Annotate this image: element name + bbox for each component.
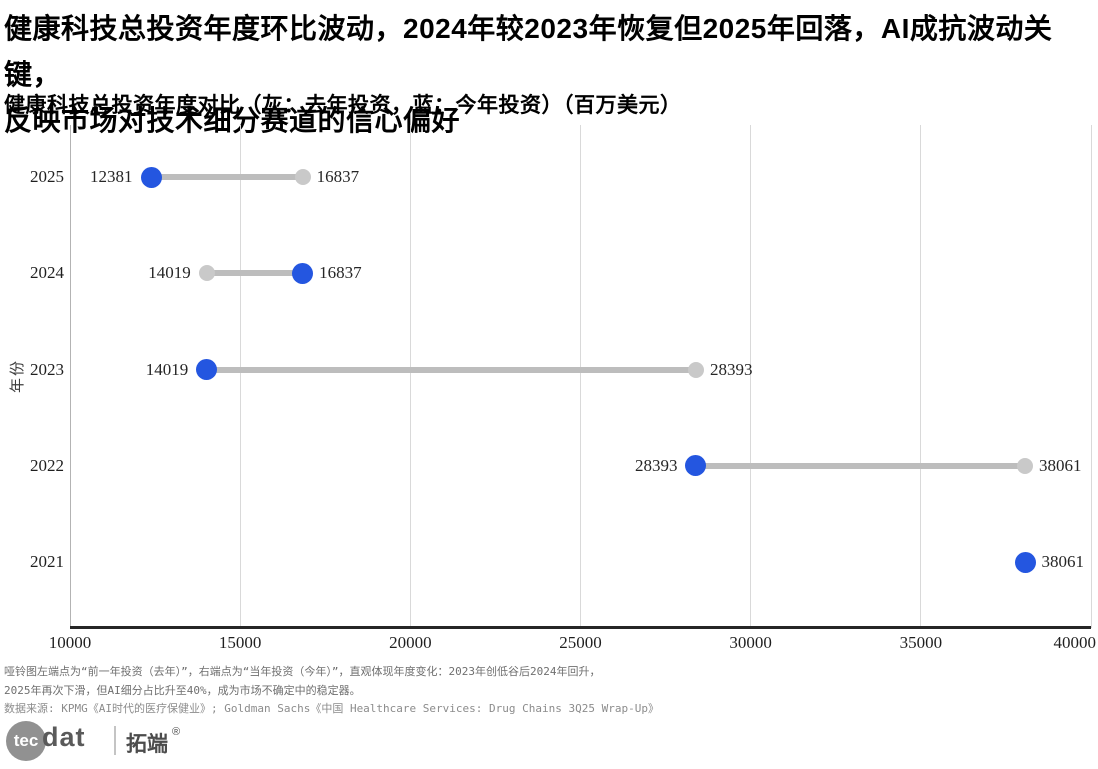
logo-divider bbox=[114, 726, 116, 755]
footnote-line-1: 哑铃图左端点为“前一年投资（去年）”，右端点为“当年投资（今年）”，直观体现年度… bbox=[4, 665, 601, 678]
x-tick-label: 30000 bbox=[729, 633, 772, 652]
dumbbell-connector bbox=[206, 366, 696, 373]
dot-this-year bbox=[292, 262, 314, 284]
dot-this-year bbox=[1014, 551, 1036, 573]
value-label: 16837 bbox=[316, 167, 360, 186]
x-tick-label: 20000 bbox=[389, 633, 432, 652]
data-source-line: 数据来源: KPMG《AI时代的医疗保健业》; Goldman Sachs《中国… bbox=[4, 702, 659, 715]
chart-title-line-1: 健康科技总投资年度环比波动，2024年较2023年恢复但2025年回落，AI成抗… bbox=[4, 13, 1053, 90]
x-tick-label: 15000 bbox=[218, 633, 262, 652]
dumbbell-connector bbox=[695, 462, 1025, 469]
dot-last-year bbox=[294, 169, 311, 185]
dot-last-year bbox=[198, 265, 215, 282]
gridline bbox=[750, 125, 752, 628]
tecdat-logo: tec dat 拓端 ® bbox=[6, 719, 206, 765]
logo-text-tec: tec bbox=[13, 731, 39, 750]
dot-this-year bbox=[140, 166, 162, 188]
gridline bbox=[580, 125, 581, 628]
y-tick-label: 2024 bbox=[30, 263, 64, 283]
x-axis-tick-labels: 10000 15000 20000 25000 30000 35000 40000 bbox=[49, 633, 1096, 659]
footnote-line-2: 2025年再次下滑，但AI细分占比升至40%，成为市场不确定中的稳定器。 bbox=[4, 683, 361, 697]
x-tick-label: 35000 bbox=[899, 633, 943, 652]
gridline bbox=[409, 125, 411, 628]
logo-text-dat: dat bbox=[42, 722, 86, 752]
logo-text-cn: 拓端 bbox=[126, 733, 168, 756]
value-label: 16837 bbox=[319, 263, 362, 283]
y-axis-spine bbox=[69, 125, 71, 628]
value-label: 14019 bbox=[148, 263, 191, 283]
logo-circle-icon bbox=[6, 721, 46, 761]
x-tick-label: 25000 bbox=[559, 633, 602, 652]
value-label: 12381 bbox=[90, 167, 133, 186]
value-label: 38061 bbox=[1041, 552, 1085, 571]
footnotes: 哑铃图左端点为“前一年投资（去年）”，右端点为“当年投资（今年）”，直观体现年度… bbox=[4, 663, 659, 719]
dumbbell-connector bbox=[151, 174, 303, 180]
dot-last-year bbox=[687, 361, 704, 378]
value-label: 28393 bbox=[709, 359, 753, 379]
y-tick-label: 2025 bbox=[30, 167, 64, 186]
chart-title: 健康科技总投资年度环比波动，2024年较2023年恢复但2025年回落，AI成抗… bbox=[4, 6, 1096, 144]
gridline bbox=[239, 125, 241, 628]
value-label: 14019 bbox=[145, 359, 189, 379]
registered-trademark-icon: ® bbox=[172, 726, 181, 738]
y-tick-label: 2021 bbox=[30, 552, 64, 571]
gridline bbox=[1090, 125, 1092, 628]
dot-this-year bbox=[196, 359, 218, 380]
chart-subtitle: 健康科技总投资年度对比（灰：去年投资，蓝：今年投资）（百万美元） bbox=[4, 94, 682, 117]
dot-this-year bbox=[685, 455, 707, 477]
dot-last-year bbox=[1017, 457, 1033, 474]
value-label: 28393 bbox=[634, 455, 678, 475]
plot-area: 12381 16837 14019 16837 14019 28393 28393 38061… bbox=[69, 125, 1092, 629]
y-tick-label: 2022 bbox=[30, 455, 64, 475]
x-tick-label: 10000 bbox=[48, 633, 92, 652]
x-axis-line bbox=[70, 626, 1091, 629]
value-label: 38061 bbox=[1039, 455, 1082, 475]
gridline bbox=[920, 125, 922, 628]
chart-title-line-2: 反映市场对技术细分赛道的信心偏好 bbox=[4, 105, 461, 136]
y-axis-tick-labels: 2025 2024 2023 2022 2021 bbox=[0, 125, 64, 628]
dumbbell-connector bbox=[206, 270, 303, 277]
y-tick-label: 2023 bbox=[30, 359, 64, 379]
x-tick-label: 40000 bbox=[1053, 633, 1097, 652]
